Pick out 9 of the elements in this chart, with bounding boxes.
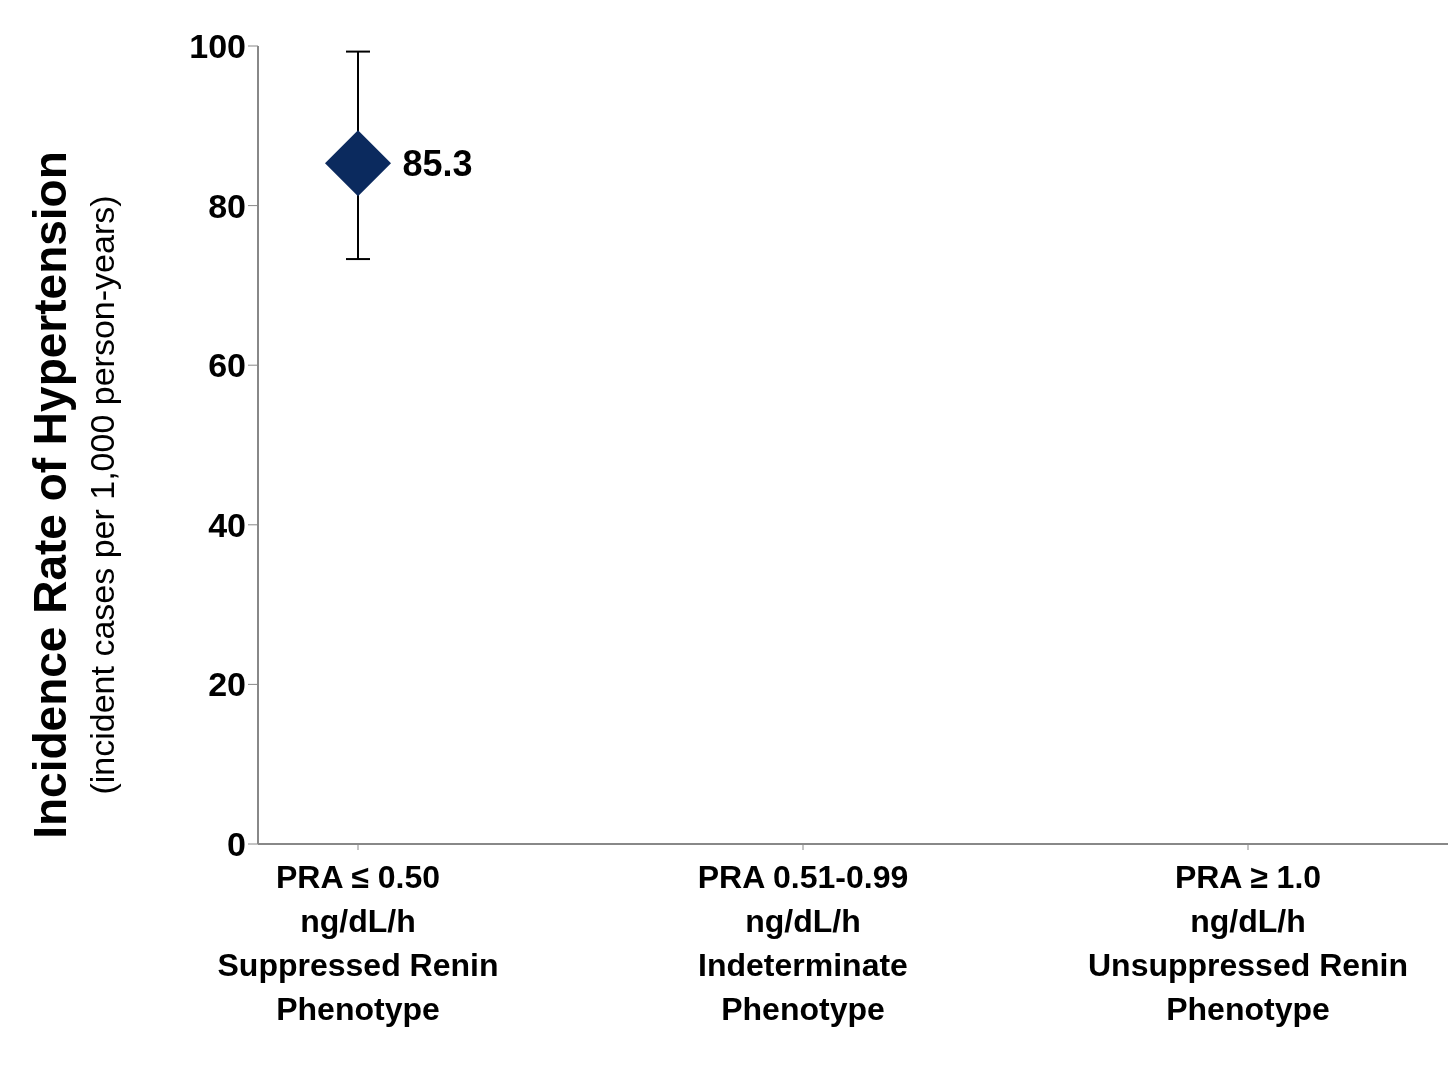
x-tick-label: PRA ≥ 1.0 ng/dL/h Unsuppressed Renin Phenotype — [1087, 859, 1409, 1027]
y-axis-title: Incidence Rate of Hypertension (incident cases per 1,000 person-years) — [24, 151, 121, 839]
y-tick-label: 80 — [208, 186, 246, 225]
y-tick-label: 60 — [208, 346, 246, 385]
data-label: 85.3 — [402, 143, 473, 185]
y-tick-label: 40 — [208, 505, 246, 544]
x-tick-label: PRA 0.51-0.99 ng/dL/h Indeterminate Phenotype — [697, 859, 909, 1027]
y-tick-label: 20 — [208, 665, 246, 704]
y-tick-label: 100 — [189, 27, 246, 66]
